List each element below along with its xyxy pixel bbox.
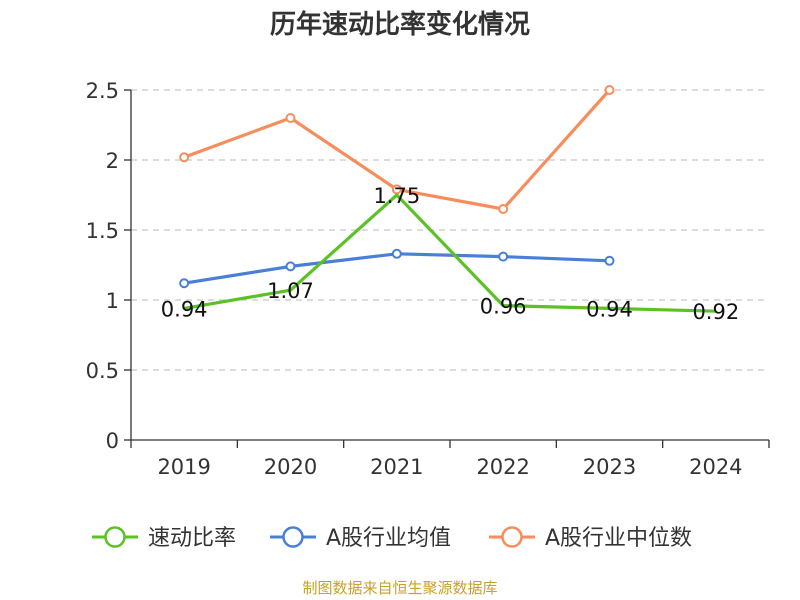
y-tick-label: 2.5 (86, 79, 119, 103)
data-label: 1.75 (373, 184, 420, 208)
legend-item[interactable]: A股行业中位数 (489, 526, 692, 551)
x-tick-label: 2023 (583, 455, 636, 479)
x-tick-label: 2024 (689, 455, 742, 479)
data-label: 0.94 (586, 297, 633, 321)
data-label: 0.96 (480, 295, 527, 319)
data-label: 0.94 (161, 297, 208, 321)
gridlines (131, 89, 769, 371)
legend-item[interactable]: A股行业均值 (270, 526, 451, 551)
series-point (498, 251, 509, 262)
series-point (498, 204, 509, 214)
data-label: 1.07 (267, 279, 314, 303)
source-footer: 制图数据来自恒生聚源数据库 (302, 579, 498, 597)
y-tick-label: 0.5 (86, 359, 119, 383)
y-tick-label: 0 (106, 429, 119, 453)
legend-marker (104, 526, 126, 548)
axes: 0 0.5 1 1.5 2 2.5 2019 2020 2021 2022 2023 2024 (86, 79, 770, 479)
data-label: 0.92 (692, 300, 739, 324)
y-tick-label: 1.5 (86, 219, 119, 243)
x-tick-label: 2020 (264, 455, 317, 479)
legend-marker (282, 526, 304, 548)
legend-item[interactable]: 速动比率 (92, 526, 236, 551)
series-line (183, 193, 716, 313)
x-tick-label: 2019 (157, 455, 210, 479)
x-tick-label: 2021 (370, 455, 423, 479)
series-point (604, 255, 615, 266)
series-point (285, 113, 296, 123)
series-point (604, 85, 615, 95)
series-point (285, 261, 296, 272)
series-point (391, 248, 402, 259)
legend-label: 速动比率 (148, 526, 236, 551)
series-point (179, 278, 190, 289)
legend[interactable]: 速动比率 A股行业均值 A股行业中位数 (92, 526, 692, 551)
legend-label: A股行业均值 (326, 526, 451, 551)
y-tick-label: 2 (106, 149, 119, 173)
series-lines (179, 85, 716, 313)
chart-title: 历年速动比率变化情况 (270, 9, 530, 40)
x-tick-label: 2022 (476, 455, 529, 479)
y-tick-label: 1 (106, 289, 119, 313)
data-labels: 0.94 1.07 1.75 0.96 0.94 0.92 (161, 184, 739, 324)
legend-marker (501, 526, 523, 548)
legend-label: A股行业中位数 (545, 526, 692, 551)
series-point (179, 152, 190, 163)
